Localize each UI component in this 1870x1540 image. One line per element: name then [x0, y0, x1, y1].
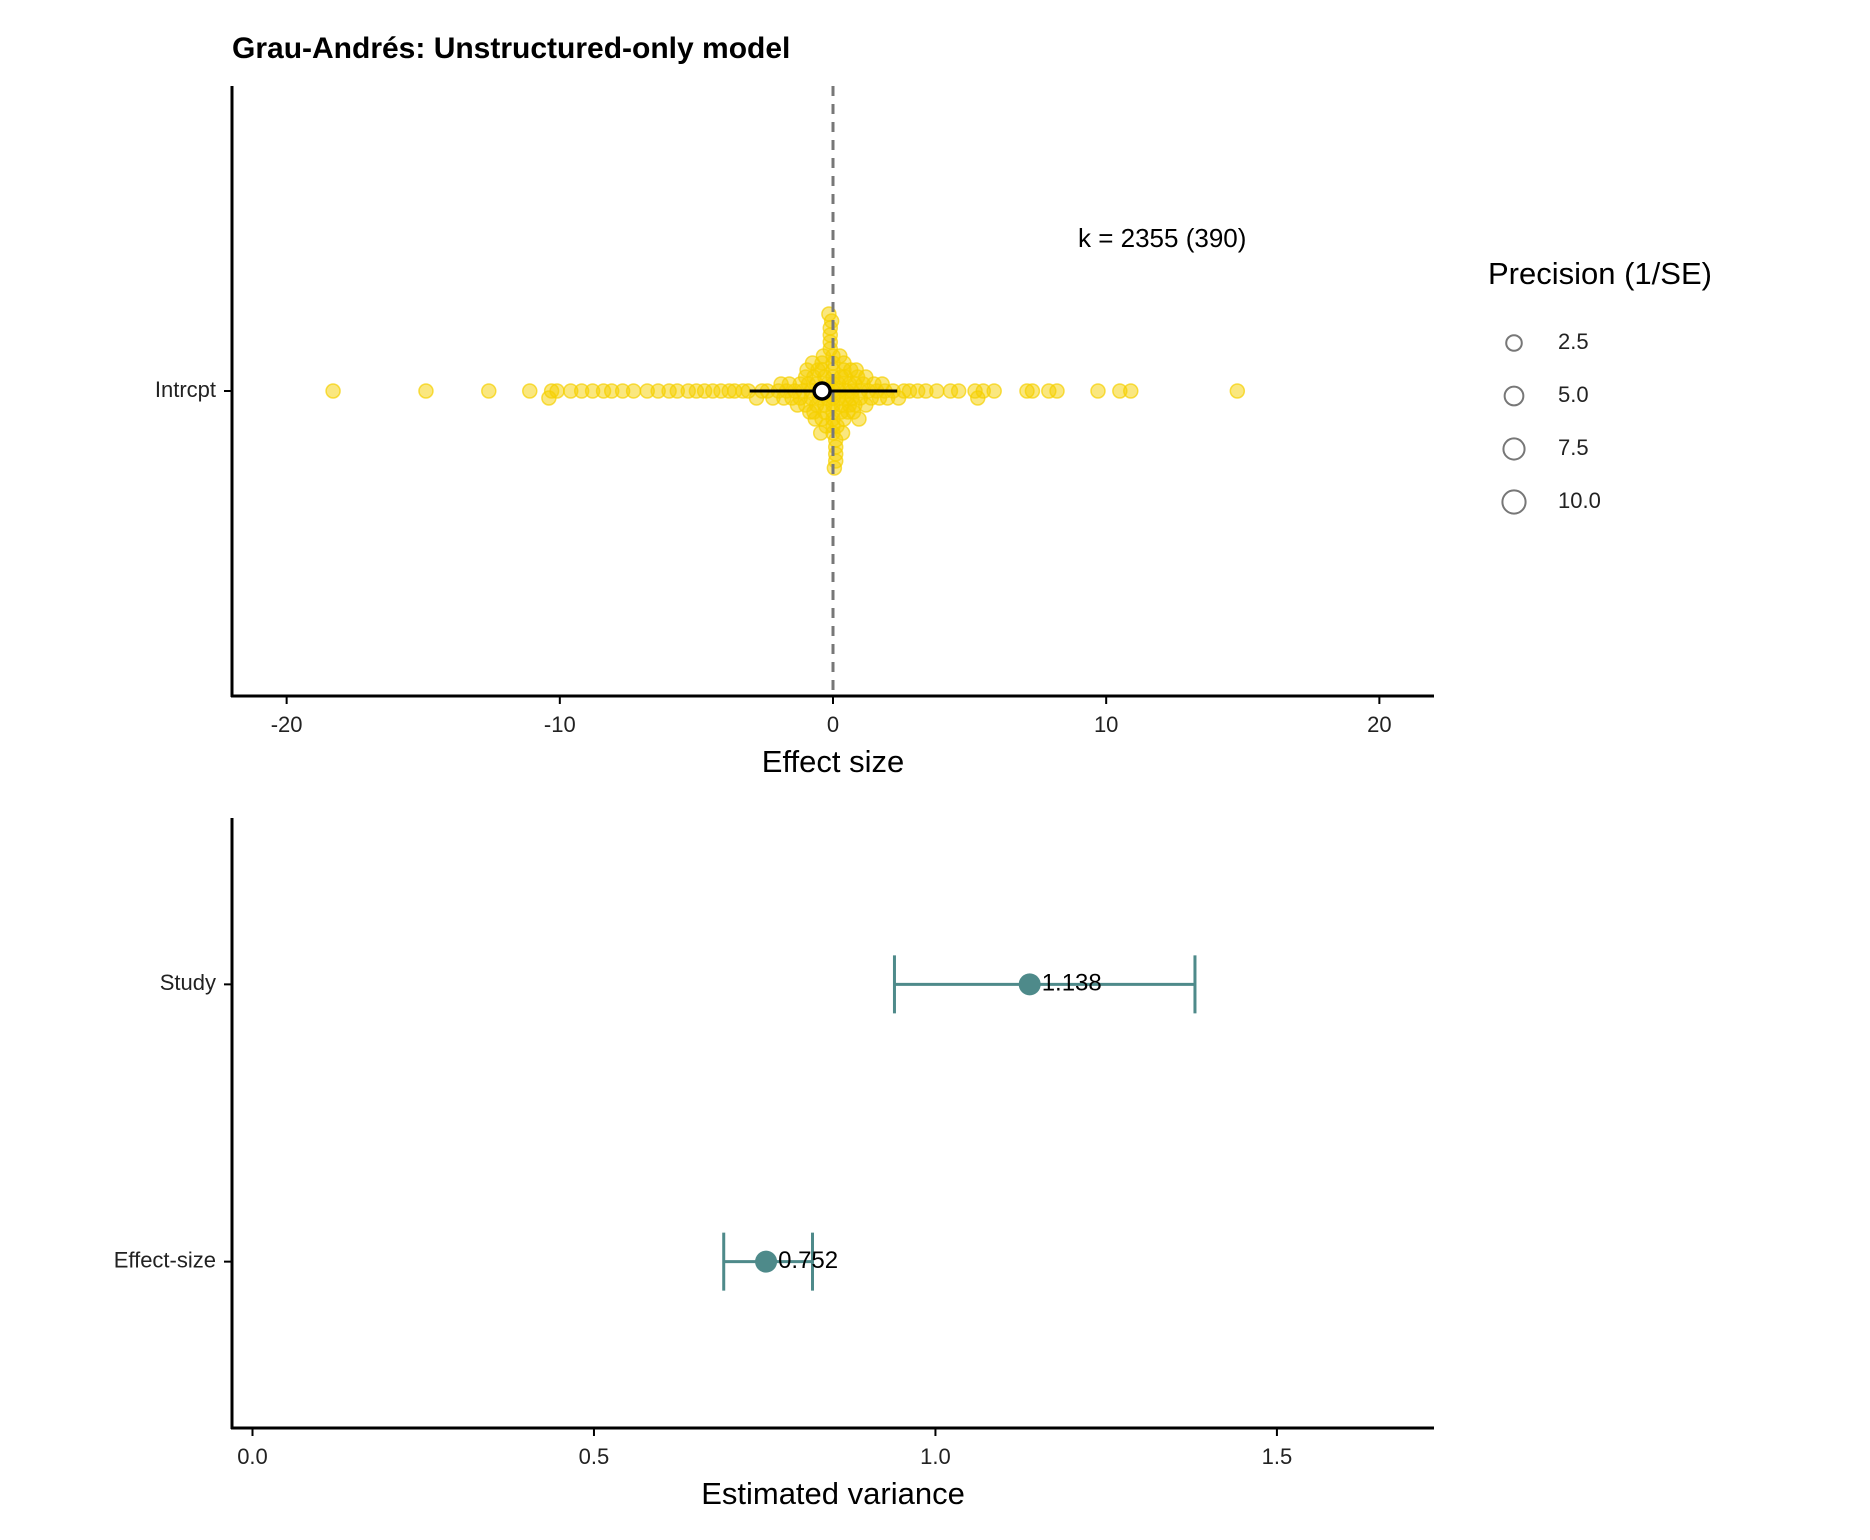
legend-label: 2.5 — [1558, 329, 1589, 354]
effect-point — [418, 383, 434, 399]
effect-point — [851, 411, 867, 427]
annotation: k = 2355 (390) — [1078, 223, 1246, 253]
x-tick-label: 0.0 — [237, 1444, 268, 1469]
estimate — [812, 381, 832, 401]
x-tick-label: -20 — [271, 712, 303, 737]
legend-title: Precision (1/SE) — [1488, 256, 1712, 291]
x-tick-label: -10 — [544, 712, 576, 737]
effect-point — [1229, 383, 1246, 399]
x-axis-title: Estimated variance — [701, 1476, 965, 1511]
x-tick-label: 20 — [1367, 712, 1391, 737]
effect-point — [799, 362, 815, 378]
x-tick-label: 0.5 — [579, 1444, 610, 1469]
value-label: 1.138 — [1042, 970, 1102, 997]
x-tick-label: 0 — [827, 712, 839, 737]
effect-point — [832, 348, 848, 364]
effect-point — [950, 383, 967, 399]
effect-point — [522, 383, 538, 399]
effect-point — [562, 383, 579, 399]
legend-symbol — [1503, 385, 1525, 407]
y-tick-label: Intrcpt — [155, 377, 216, 402]
x-tick-label: 1.0 — [920, 1444, 951, 1469]
chart-title: Grau-Andrés: Unstructured-only model — [232, 32, 790, 65]
y-tick-label: Study — [160, 970, 216, 995]
point — [755, 1250, 778, 1273]
legend-label: 5.0 — [1558, 382, 1589, 407]
x-axis-title: Effect size — [762, 744, 904, 779]
effect-point — [834, 425, 851, 441]
effect-point — [639, 383, 655, 399]
legend-symbol — [1505, 334, 1523, 352]
legend-label: 7.5 — [1558, 435, 1589, 460]
legend-symbol — [1501, 489, 1527, 515]
y-tick-label: Effect-size — [114, 1247, 216, 1272]
effect-point — [848, 362, 864, 378]
x-tick-label: 1.5 — [1262, 1444, 1293, 1469]
effect-point — [325, 383, 341, 399]
legend-symbol — [1502, 437, 1526, 461]
effect-point — [929, 383, 945, 399]
point — [1018, 973, 1041, 996]
legend-label: 10.0 — [1558, 488, 1601, 513]
effect-point — [541, 390, 557, 406]
effect-point — [812, 425, 829, 441]
effect-point — [802, 404, 818, 420]
effect-point — [986, 383, 1002, 399]
effect-point — [1090, 383, 1106, 399]
effect-point — [1024, 383, 1041, 399]
effect-point — [1049, 383, 1065, 399]
effect-point — [481, 383, 497, 399]
x-tick-label: 10 — [1094, 712, 1118, 737]
effect-point — [815, 348, 832, 364]
effect-point — [1123, 383, 1139, 399]
value-label: 0.752 — [778, 1247, 838, 1274]
